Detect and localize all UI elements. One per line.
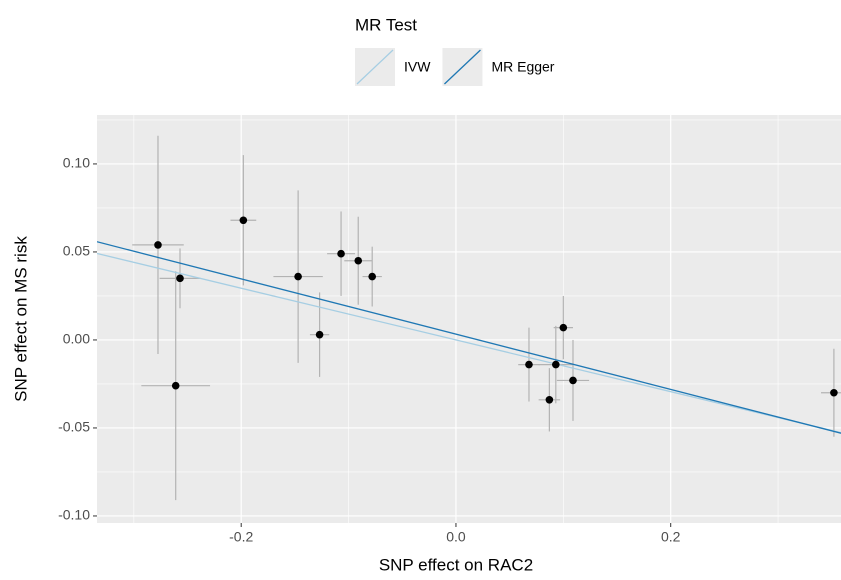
- point: [294, 272, 302, 281]
- y-tick-label: 0.05: [63, 243, 90, 259]
- point: [315, 330, 324, 339]
- x-tick-label: -0.2: [229, 529, 253, 545]
- legend-swatch: [444, 49, 481, 85]
- regression-line: [97, 252, 841, 434]
- point: [368, 272, 377, 281]
- point: [569, 376, 577, 385]
- regression-line: [97, 241, 841, 434]
- y-axis-title: SNP effect on MS risk: [11, 236, 30, 402]
- x-axis-title: SNP effect on RAC2: [379, 555, 533, 574]
- plot-panel: [97, 115, 841, 523]
- point: [830, 388, 838, 397]
- point: [354, 256, 363, 265]
- x-tick-label: 0.2: [661, 529, 681, 545]
- y-tick-label: -0.05: [58, 419, 90, 435]
- plot-content: [97, 135, 841, 501]
- x-tick-label: 0.0: [446, 529, 466, 545]
- point: [171, 381, 180, 390]
- y-tick-label: -0.10: [58, 507, 90, 523]
- point: [552, 360, 560, 369]
- legend-swatch: [356, 49, 394, 85]
- point: [239, 216, 248, 225]
- point: [525, 360, 533, 369]
- point: [559, 323, 568, 332]
- point: [154, 241, 162, 249]
- legend-label: MR Egger: [491, 59, 554, 75]
- legend-label: IVW: [404, 59, 431, 75]
- point: [337, 249, 345, 258]
- point: [176, 274, 184, 283]
- y-tick-label: 0.00: [63, 331, 90, 347]
- legend-title: MR Test: [355, 15, 417, 34]
- y-tick-label: 0.10: [63, 155, 90, 171]
- point: [545, 395, 554, 404]
